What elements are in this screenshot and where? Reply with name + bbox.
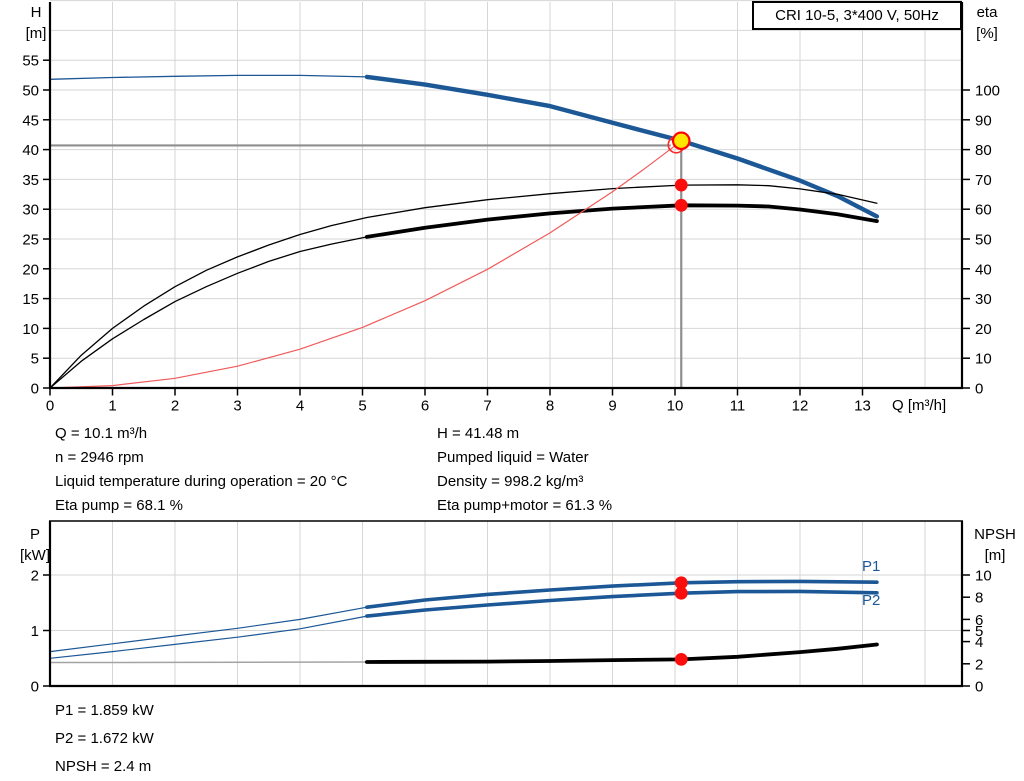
chart-2: 0 1 2 0 2 456 8 10 xyxy=(31,520,992,696)
svg-text:11: 11 xyxy=(730,398,746,415)
svg-text:15: 15 xyxy=(22,291,39,308)
svg-text:50: 50 xyxy=(22,83,39,100)
series-system-curve xyxy=(49,144,677,389)
svg-text:2: 2 xyxy=(171,398,179,415)
svg-text:80: 80 xyxy=(975,142,992,159)
svg-text:60: 60 xyxy=(975,202,992,219)
svg-text:1: 1 xyxy=(31,623,39,640)
svg-text:25: 25 xyxy=(22,232,39,249)
svg-text:45: 45 xyxy=(22,112,39,129)
svg-text:90: 90 xyxy=(975,112,992,129)
svg-text:5: 5 xyxy=(358,398,366,415)
svg-text:10: 10 xyxy=(975,568,992,585)
svg-text:5: 5 xyxy=(31,351,39,368)
eta-pump-operating-dot xyxy=(674,178,688,192)
series-npsh-curve xyxy=(49,642,879,664)
svg-text:7: 7 xyxy=(483,398,491,415)
info-block-left: Q = 10.1 m³/h n = 2946 rpm Liquid temper… xyxy=(55,422,347,518)
svg-text:6: 6 xyxy=(421,398,429,415)
eta-axis-title: eta [%] xyxy=(976,4,998,42)
series-h-curve xyxy=(49,74,880,219)
p-axis-title: P [kW] xyxy=(20,526,50,564)
svg-text:0: 0 xyxy=(975,381,983,398)
svg-text:0: 0 xyxy=(975,679,983,696)
q-axis-title: Q [m³/h] xyxy=(892,397,947,414)
svg-text:4: 4 xyxy=(296,398,304,415)
svg-text:8: 8 xyxy=(546,398,554,415)
info-h: H = 41.48 m xyxy=(437,425,520,442)
npsh-axis-title: NPSH [m] xyxy=(974,526,1016,564)
chart-2-tick-labels: 0 1 2 0 2 456 8 10 xyxy=(31,568,992,696)
svg-text:5: 5 xyxy=(975,623,983,640)
svg-text:20: 20 xyxy=(22,261,39,278)
svg-text:13: 13 xyxy=(854,398,871,415)
p2-curve-label: P2 xyxy=(862,592,881,609)
pump-title-box: CRI 10-5, 3*400 V, 50Hz xyxy=(752,1,962,30)
pump-title: CRI 10-5, 3*400 V, 50Hz xyxy=(775,7,939,24)
series-p2-curve xyxy=(49,589,879,659)
svg-text:1: 1 xyxy=(108,398,116,415)
svg-text:9: 9 xyxy=(608,398,616,415)
svg-text:10: 10 xyxy=(975,351,992,368)
series-eta-pump-motor-curve xyxy=(49,203,879,389)
svg-text:6: 6 xyxy=(975,612,983,629)
eta-pump-motor-operating-dot xyxy=(674,198,688,212)
svg-text:2: 2 xyxy=(31,568,39,585)
info-density: Density = 998.2 kg/m³ xyxy=(437,473,584,490)
svg-text:40: 40 xyxy=(22,142,39,159)
svg-text:8: 8 xyxy=(975,590,983,607)
chart-2-gridlines xyxy=(50,521,962,686)
svg-text:12: 12 xyxy=(792,398,809,415)
svg-text:100: 100 xyxy=(975,83,1000,100)
info-block-right: H = 41.48 m Pumped liquid = Water Densit… xyxy=(437,422,612,518)
svg-text:50: 50 xyxy=(975,232,992,249)
chart-1: 0510152025303540455055010203040506070809… xyxy=(22,0,1000,415)
info-eta-pump-motor: Eta pump+motor = 61.3 % xyxy=(437,497,613,514)
svg-text:2: 2 xyxy=(975,656,983,673)
svg-text:30: 30 xyxy=(975,291,992,308)
series-p1-curve xyxy=(49,579,879,653)
result-npsh: NPSH = 2.4 m xyxy=(55,758,152,775)
svg-text:0: 0 xyxy=(31,381,39,398)
svg-text:0: 0 xyxy=(31,679,39,696)
chart-2-axes xyxy=(48,520,964,688)
svg-text:3: 3 xyxy=(233,398,241,415)
svg-text:0: 0 xyxy=(46,398,54,415)
p1-curve-label: P1 xyxy=(862,558,881,575)
svg-text:35: 35 xyxy=(22,172,39,189)
series-eta-pump-curve xyxy=(49,184,878,389)
svg-text:10: 10 xyxy=(22,321,39,338)
result-p1: P1 = 1.859 kW xyxy=(55,702,154,719)
chart-1-tick-labels: 0510152025303540455055010203040506070809… xyxy=(22,53,1000,415)
info-eta-pump: Eta pump = 68.1 % xyxy=(55,497,183,514)
info-pumped-liquid: Pumped liquid = Water xyxy=(437,449,589,466)
svg-text:40: 40 xyxy=(975,261,992,278)
svg-text:10: 10 xyxy=(667,398,684,415)
chart-1-gridlines xyxy=(50,0,962,388)
npsh-operating-dot xyxy=(674,652,688,666)
p1-operating-dot xyxy=(674,576,688,590)
h-axis-title: H [m] xyxy=(25,4,47,42)
svg-text:30: 30 xyxy=(22,202,39,219)
duty-point-marker xyxy=(671,131,691,151)
svg-text:4: 4 xyxy=(975,634,983,651)
chart-1-axes xyxy=(48,2,964,390)
svg-text:70: 70 xyxy=(975,172,992,189)
info-q: Q = 10.1 m³/h xyxy=(55,425,148,442)
info-liquid-temp: Liquid temperature during operation = 20… xyxy=(55,473,348,490)
svg-text:20: 20 xyxy=(975,321,992,338)
info-n: n = 2946 rpm xyxy=(55,449,144,466)
p2-operating-dot xyxy=(674,586,688,600)
result-p2: P2 = 1.672 kW xyxy=(55,730,154,747)
results-block: P1 = 1.859 kW P2 = 1.672 kW NPSH = 2.4 m xyxy=(55,697,154,781)
svg-text:55: 55 xyxy=(22,53,39,70)
